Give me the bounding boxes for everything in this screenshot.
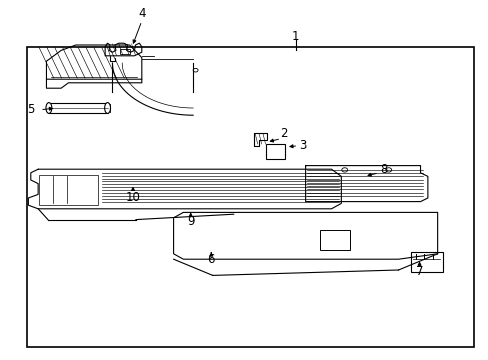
Text: 10: 10 bbox=[125, 191, 140, 204]
Text: 2: 2 bbox=[279, 127, 287, 140]
Bar bbox=[39, 175, 98, 205]
Text: 9: 9 bbox=[186, 215, 194, 228]
Bar bbox=[410, 252, 442, 272]
Bar bbox=[265, 144, 285, 159]
Bar bbox=[27, 47, 473, 347]
Text: 5: 5 bbox=[26, 103, 34, 116]
Text: 4: 4 bbox=[138, 7, 145, 20]
Text: 8: 8 bbox=[379, 163, 387, 176]
Text: 1: 1 bbox=[291, 30, 299, 42]
Bar bbox=[120, 49, 129, 54]
Ellipse shape bbox=[104, 103, 110, 113]
Bar bbox=[49, 103, 107, 113]
Text: 6: 6 bbox=[207, 253, 215, 266]
Text: 7: 7 bbox=[415, 265, 423, 278]
Ellipse shape bbox=[46, 103, 52, 113]
Bar bbox=[320, 230, 349, 250]
Text: 3: 3 bbox=[299, 139, 306, 152]
